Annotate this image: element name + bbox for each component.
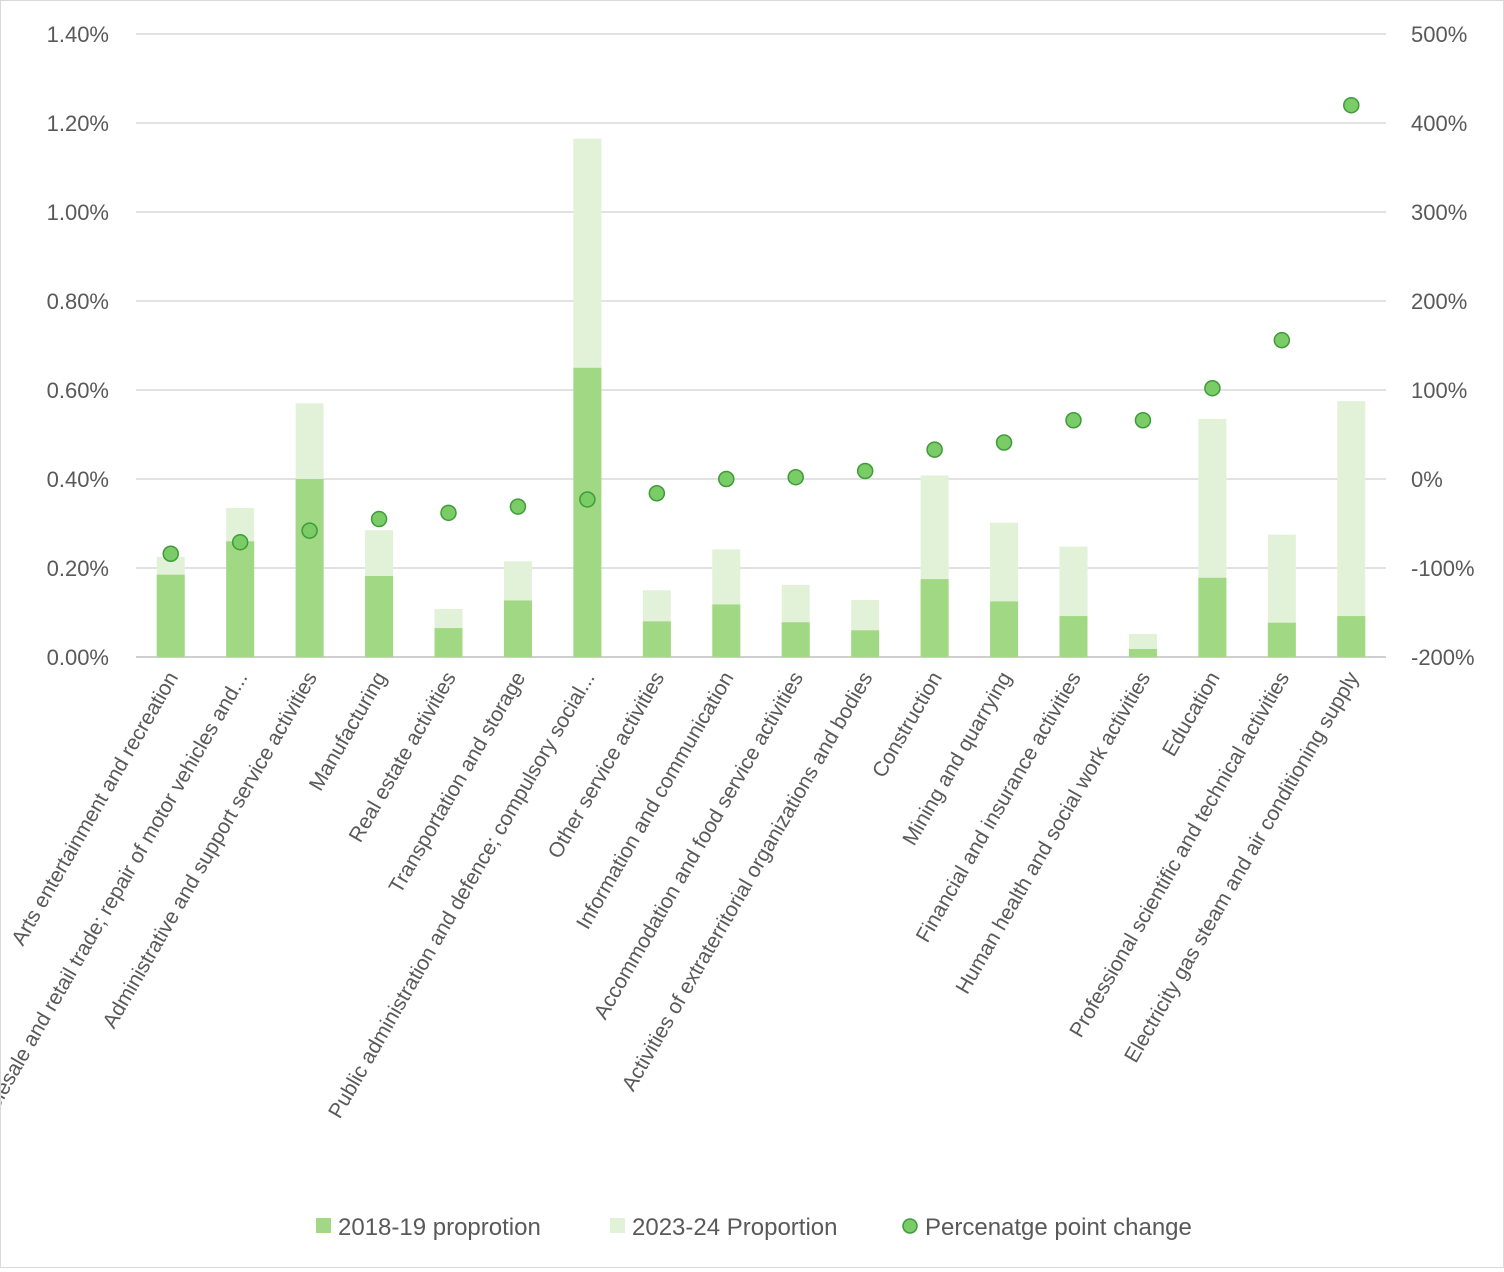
change-point — [718, 470, 735, 488]
legend-label-2023-24: 2023-24 Proportion — [632, 1214, 837, 1241]
change-point — [509, 498, 527, 515]
category-label: Education — [1158, 668, 1225, 760]
right-tick-label: 0% — [1411, 467, 1443, 492]
change-point — [926, 441, 943, 458]
change-point — [162, 545, 179, 563]
right-tick-label: 100% — [1411, 378, 1467, 403]
left-tick-label: 1.20% — [47, 111, 109, 136]
bar-2018-19 — [573, 367, 602, 657]
change-point — [370, 510, 388, 528]
change-point — [1065, 412, 1082, 429]
bar-2018-19 — [1059, 616, 1088, 657]
category-labels: Arts entertainment and recreationWholesa… — [0, 668, 1364, 1141]
bar-2018-19 — [226, 541, 255, 657]
left-tick-label: 0.60% — [47, 378, 109, 403]
change-point — [995, 434, 1013, 451]
bar-2023-24 — [1337, 401, 1366, 657]
right-tick-label: -200% — [1411, 645, 1475, 670]
change-point — [440, 504, 457, 522]
left-tick-label: 1.00% — [47, 200, 109, 225]
bar-2018-19 — [295, 479, 324, 657]
bar-2018-19 — [781, 622, 810, 657]
right-tick-label: -100% — [1411, 556, 1475, 581]
bar-2018-19 — [434, 628, 463, 657]
legend-label-change: Percenatge point change — [925, 1214, 1192, 1241]
right-tick-label: 400% — [1411, 111, 1467, 136]
bar-2018-19 — [990, 601, 1019, 657]
bar-2018-19 — [1267, 622, 1296, 657]
bar-2018-19 — [503, 600, 532, 657]
bar-2018-19 — [365, 576, 394, 657]
change-point — [301, 522, 318, 539]
bar-2018-19 — [642, 621, 671, 657]
right-tick-label: 500% — [1411, 22, 1467, 47]
left-tick-label: 0.80% — [47, 289, 109, 314]
right-tick-label: 200% — [1411, 289, 1467, 314]
category-label: Public administration and defence; compu… — [324, 668, 600, 1122]
bar-2018-19 — [1337, 616, 1366, 657]
legend-swatch-2023-24 — [610, 1218, 625, 1233]
left-tick-label: 0.20% — [47, 556, 109, 581]
change-point — [856, 462, 874, 480]
change-point — [579, 491, 596, 508]
bars — [156, 138, 1366, 657]
change-point — [1204, 379, 1221, 397]
bar-2018-19 — [156, 574, 185, 657]
category-label: Activities of extraterritorial organizat… — [618, 668, 878, 1095]
legend-marker-change — [902, 1218, 918, 1234]
bar-2018-19 — [1198, 577, 1227, 657]
left-axis-tick-labels: 0.00% 0.20% 0.40% 0.60% 0.80% 1.00% 1.20% 1.40% — [47, 22, 109, 670]
scatter-points — [162, 96, 1360, 563]
legend: 2018-19 proprotion 2023-24 Proportion Pe… — [316, 1214, 1192, 1241]
legend-label-2018-19: 2018-19 proprotion — [338, 1214, 541, 1241]
change-point — [1273, 331, 1291, 349]
bar-2018-19 — [920, 579, 949, 657]
category-label: Transportation and storage — [385, 668, 531, 897]
left-tick-label: 0.40% — [47, 467, 109, 492]
category-label: Construction — [868, 668, 947, 782]
right-axis-tick-labels: -200% -100% 0% 100% 200% 300% 400% 500% — [1411, 22, 1475, 670]
left-tick-label: 0.00% — [47, 645, 109, 670]
bar-2018-19 — [851, 630, 880, 657]
right-tick-label: 300% — [1411, 200, 1467, 225]
change-point — [787, 468, 804, 486]
change-point — [231, 533, 249, 551]
change-point — [648, 484, 666, 502]
bar-2018-19 — [1128, 648, 1157, 657]
legend-swatch-2018-19 — [316, 1218, 331, 1233]
change-point — [1134, 412, 1152, 429]
left-tick-label: 1.40% — [47, 22, 109, 47]
change-point — [1343, 96, 1360, 114]
gridlines — [136, 33, 1386, 658]
bar-2018-19 — [712, 604, 741, 657]
